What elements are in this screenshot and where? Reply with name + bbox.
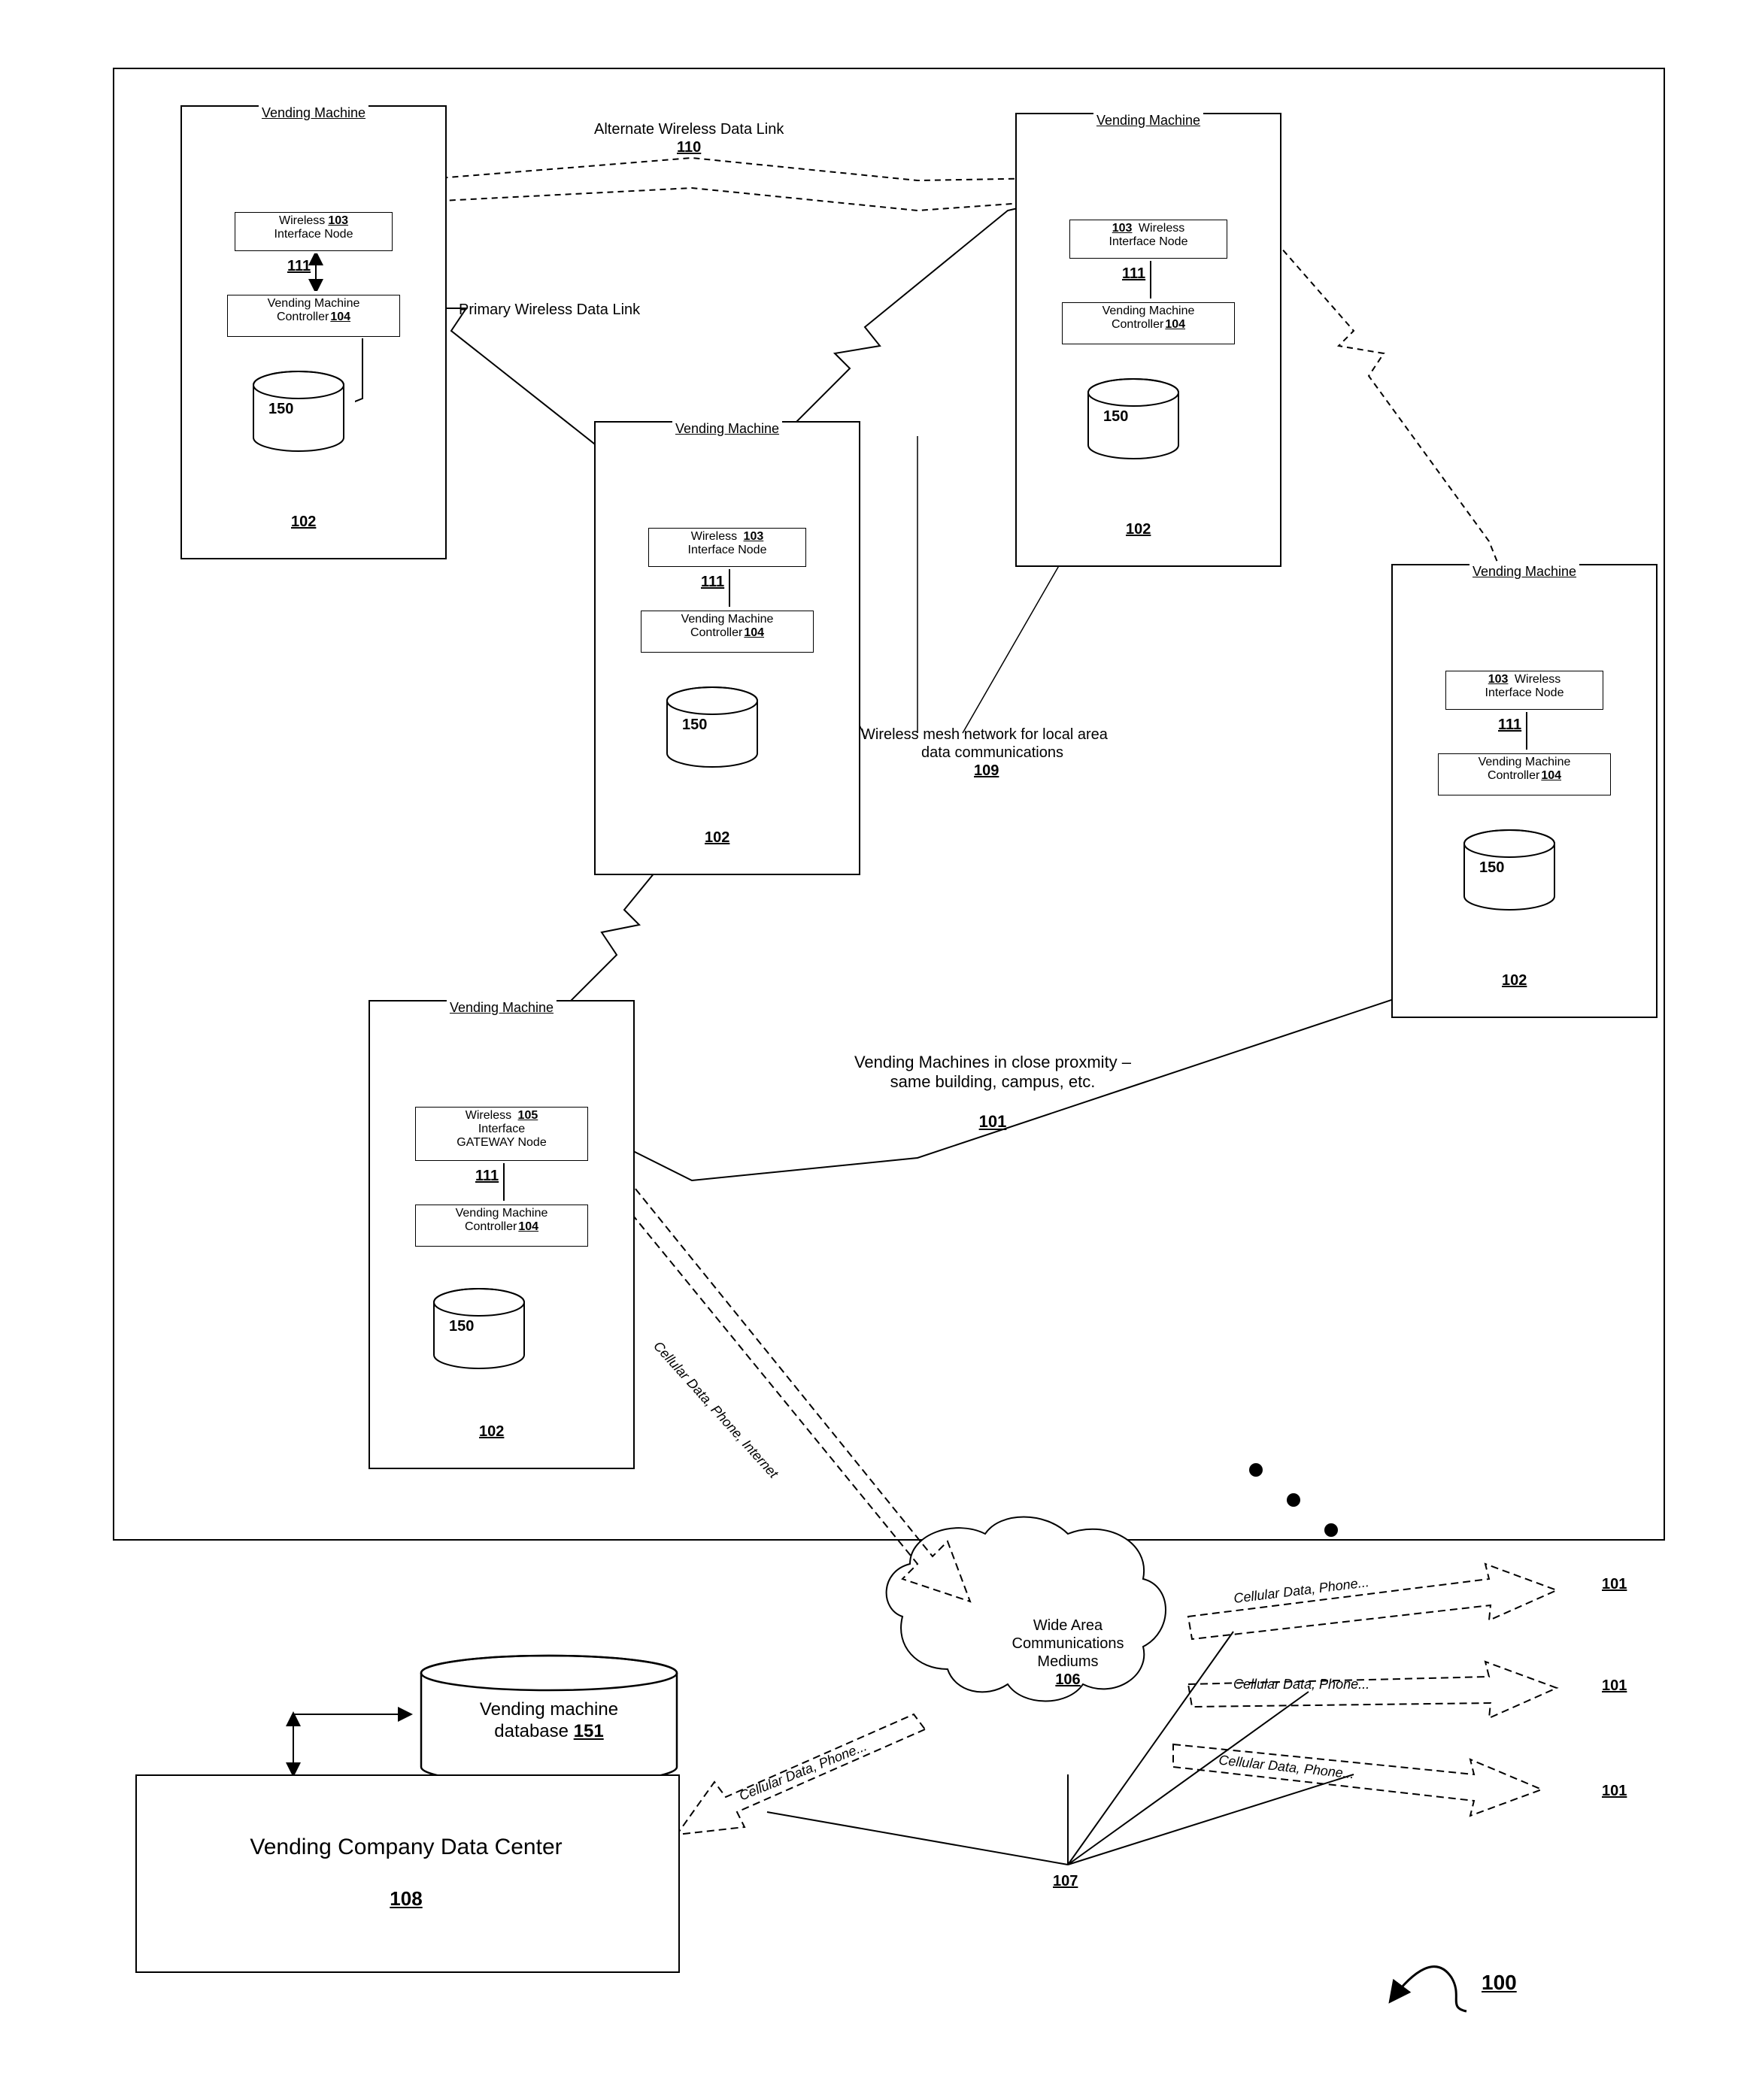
- wireless-node: Wireless103 Interface Node: [235, 212, 393, 251]
- figure-ref: 100: [1482, 1970, 1517, 1995]
- cyl-ref: 150: [268, 400, 293, 418]
- controller: Vending Machine Controller104: [227, 295, 400, 337]
- vm-title: Vending Machine: [447, 1000, 557, 1016]
- wireless-node: Wireless 103 Interface Node: [648, 528, 806, 567]
- vm-title: Vending Machine: [259, 105, 369, 121]
- hub-ref: 107: [1053, 1872, 1078, 1890]
- controller: Vending Machine Controller104: [1062, 302, 1235, 344]
- vm-ref: 102: [1126, 520, 1151, 538]
- link-ref: 111: [1498, 716, 1521, 734]
- alt-link-label: Alternate Wireless Data Link 110: [594, 120, 784, 156]
- cell-target-1: 101: [1602, 1575, 1627, 1593]
- cell-arrow-1: Cellular Data, Phone...: [1233, 1574, 1369, 1608]
- gateway-node: Wireless 105 Interface GATEWAY Node: [415, 1107, 588, 1161]
- cell-arrow-dc: Cellular Data, Phone...: [737, 1738, 869, 1805]
- cyl-ref: 150: [682, 716, 707, 734]
- cylinder-icon: [242, 370, 355, 460]
- cylinder-icon: [423, 1287, 535, 1377]
- vm-box-r: Vending Machine 103 Wireless Interface N…: [1391, 564, 1658, 1018]
- proximity-label: Vending Machines in close proxmity – sam…: [767, 1053, 1218, 1132]
- vm-box-tc: Vending Machine Wireless 103 Interface N…: [594, 421, 860, 875]
- cell-arrow-3: Cellular Data, Phone...: [1218, 1753, 1354, 1783]
- cyl-ref: 150: [449, 1317, 474, 1335]
- cell-target-2: 101: [1602, 1677, 1627, 1695]
- link-ref: 111: [701, 573, 724, 591]
- vm-ref: 102: [705, 829, 729, 847]
- vm-title: Vending Machine: [672, 421, 782, 437]
- controller: Vending Machine Controller104: [641, 611, 814, 653]
- mesh-label: Wireless mesh network for local area dat…: [861, 726, 1252, 780]
- link-ref: 111: [287, 257, 311, 275]
- vm-title: Vending Machine: [1469, 564, 1579, 580]
- link-ref: 111: [1122, 265, 1145, 283]
- cylinder-icon: [656, 686, 769, 776]
- vm-box-tr: Vending Machine 103 Wireless Interface N…: [1015, 113, 1281, 567]
- link-ref: 111: [475, 1167, 499, 1185]
- db-label: Vending machine database 151: [436, 1699, 662, 1743]
- vm-ref: 102: [479, 1423, 504, 1441]
- controller: Vending Machine Controller104: [415, 1205, 588, 1247]
- wireless-node: 103 Wireless Interface Node: [1445, 671, 1603, 710]
- wireless-node: 103 Wireless Interface Node: [1069, 220, 1227, 259]
- vm-box-gateway: Vending Machine Wireless 105 Interface G…: [369, 1000, 635, 1469]
- cloud-label: Wide Area Communications Mediums 106: [963, 1617, 1173, 1689]
- diagram-root: Vending Machine Wireless103 Interface No…: [15, 15, 1747, 2085]
- controller: Vending Machine Controller104: [1438, 753, 1611, 795]
- vm-ref: 102: [1502, 971, 1527, 989]
- cyl-ref: 150: [1103, 408, 1128, 426]
- cylinder-icon: [1077, 377, 1190, 468]
- vm-box-tl: Vending Machine Wireless103 Interface No…: [180, 105, 447, 559]
- vm-title: Vending Machine: [1093, 113, 1203, 129]
- cell-target-3: 101: [1602, 1782, 1627, 1800]
- data-center-title: Vending Company Data Center 108: [165, 1835, 647, 1911]
- cylinder-icon: [1453, 829, 1566, 919]
- vm-ref: 102: [291, 513, 316, 531]
- cyl-ref: 150: [1479, 859, 1504, 877]
- cell-arrow-2: Cellular Data, Phone...: [1233, 1677, 1369, 1693]
- prim-link-label: Primary Wireless Data Link: [459, 301, 640, 319]
